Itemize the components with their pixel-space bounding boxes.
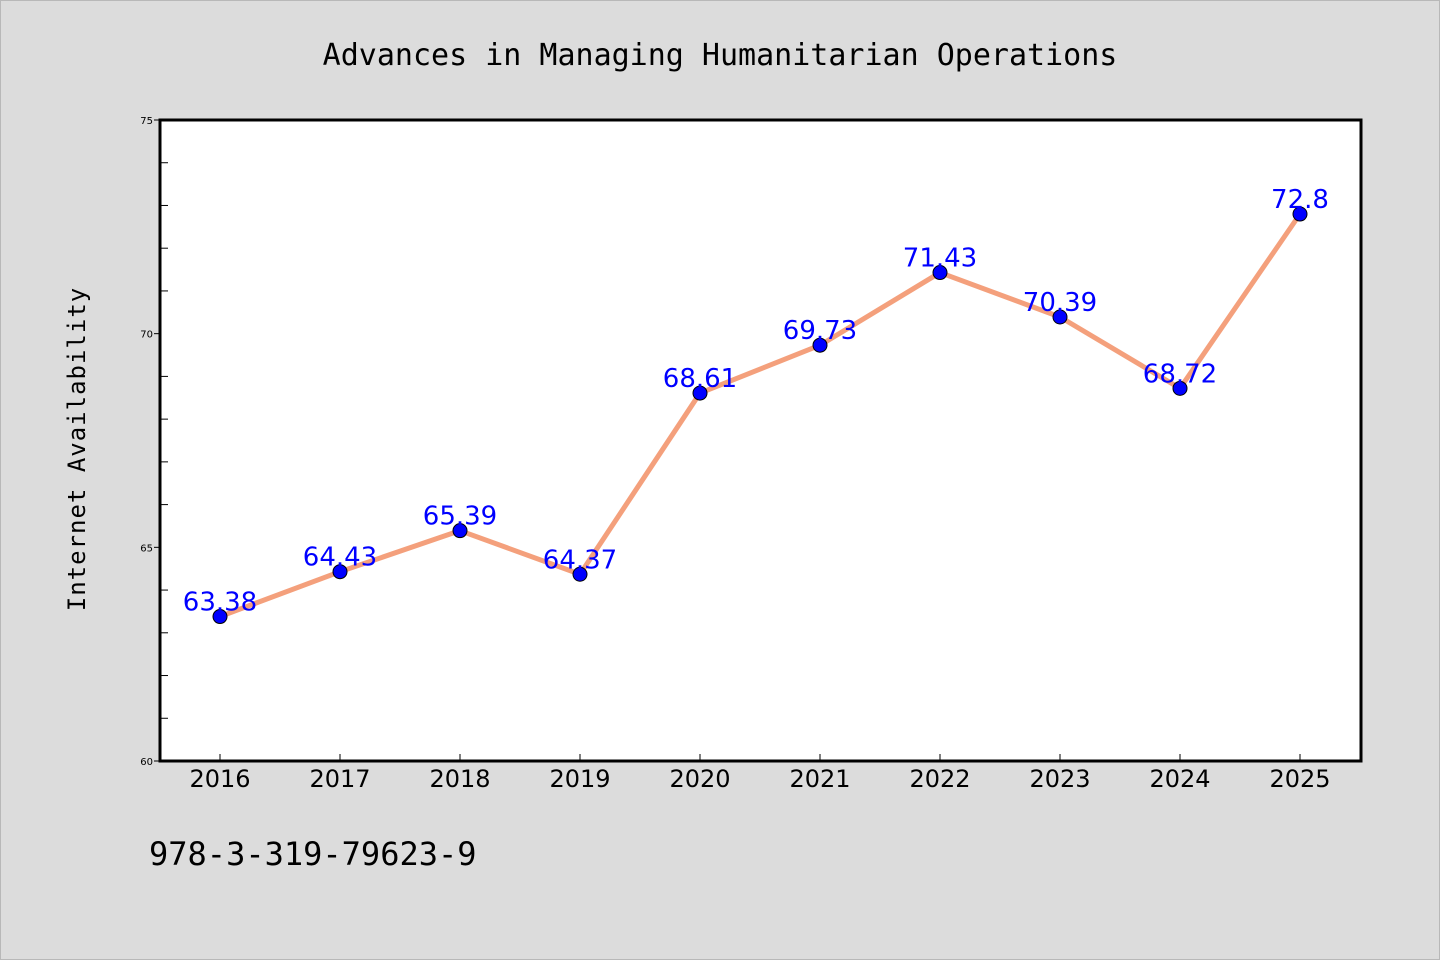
x-tick-label: 2025 [1269,765,1330,793]
series-line [219,212,1303,619]
y-axis: 60 65 70 75 [140,116,168,768]
data-point [1292,206,1308,222]
y-tick-label: 65 [140,543,153,554]
data-label: 68.72 [1143,359,1217,389]
x-tick-label: 2019 [549,765,610,793]
x-tick-label: 2022 [909,765,970,793]
x-tick-label: 2016 [189,765,250,793]
x-tick-label: 2017 [309,765,370,793]
data-label: 64.43 [303,543,377,573]
x-tick-label: 2023 [1029,765,1090,793]
data-labels: 63.38 64.43 65.39 64.37 68.61 69.73 71.43 70.39… [183,185,1329,618]
data-point [572,566,588,582]
data-label: 65.39 [423,502,497,532]
y-tick-label: 70 [140,330,153,341]
data-label: 72.8 [1271,185,1329,215]
data-label: 63.38 [183,588,257,618]
data-label: 71.43 [903,244,977,274]
data-point [1172,380,1188,396]
data-label: 64.37 [543,545,617,575]
footer-isbn: 978-3-319-79623-9 [149,835,477,873]
y-axis-label: Internet Availability [63,287,91,611]
data-point [1052,309,1068,325]
chart-title: Advances in Managing Humanitarian Operat… [323,38,1118,73]
x-tick-label: 2021 [789,765,850,793]
data-label: 69.73 [783,316,857,346]
series-markers [212,206,1308,625]
data-point [692,385,708,401]
x-axis: 2016 2017 2018 2019 2020 2021 2022 2023 2024 2025 [189,754,1331,793]
data-point [932,265,948,281]
y-tick-label: 75 [140,116,153,127]
data-label: 70.39 [1023,288,1097,318]
plot-area [158,118,1363,763]
data-point [212,609,228,625]
data-point [452,523,468,539]
x-tick-label: 2018 [429,765,490,793]
y-tick-label: 60 [140,757,153,768]
x-tick-label: 2020 [669,765,730,793]
data-point [332,564,348,580]
data-label: 68.61 [663,364,737,394]
x-tick-label: 2024 [1149,765,1210,793]
data-point [812,337,828,353]
